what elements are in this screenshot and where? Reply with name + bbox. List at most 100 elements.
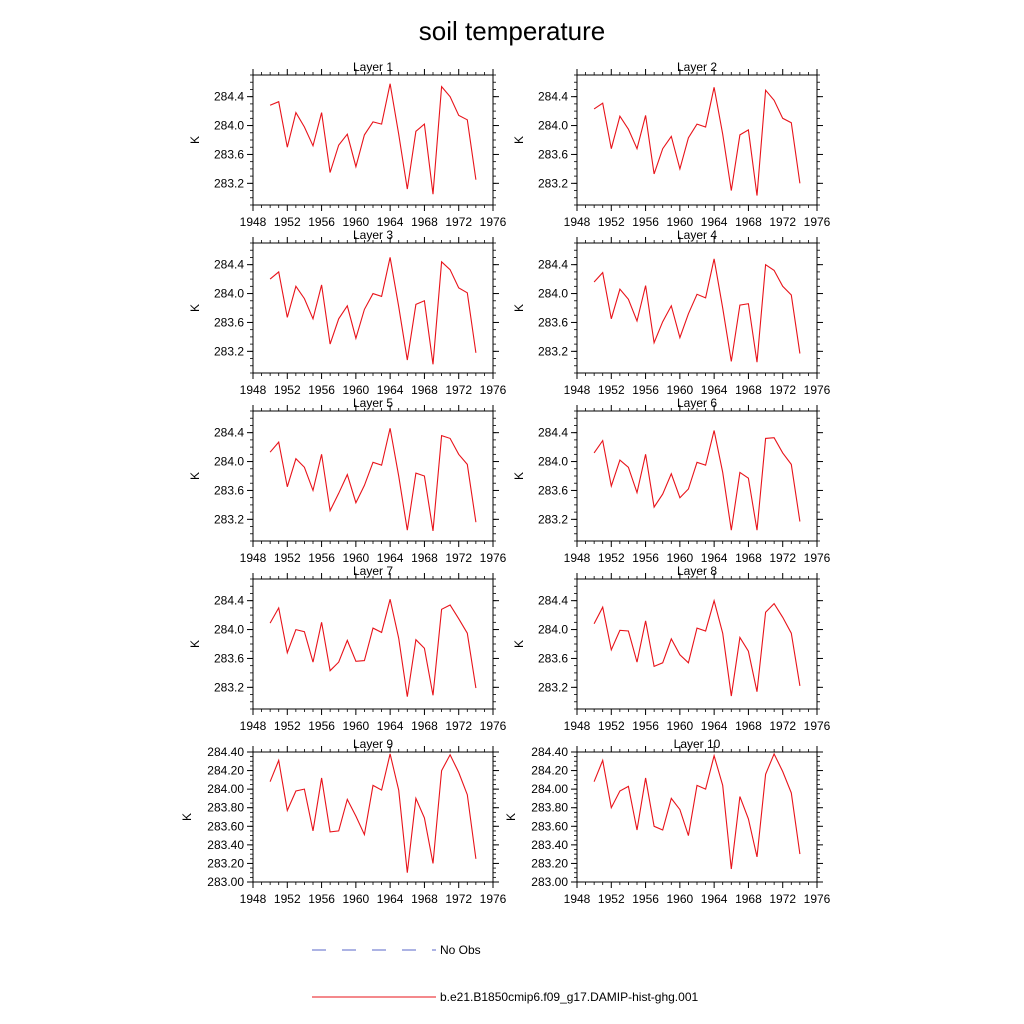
x-tick-label: 1952 [598, 892, 625, 906]
x-tick-label: 1956 [308, 892, 335, 906]
x-tick-label: 1968 [735, 215, 762, 229]
x-tick-label: 1960 [343, 383, 370, 397]
y-tick-label: 283.6 [538, 651, 568, 665]
y-axis-label: K [512, 472, 526, 480]
plot-frame [576, 242, 818, 374]
x-tick-label: 1964 [377, 551, 404, 565]
panel-title: Layer 1 [353, 60, 393, 74]
y-axis-label: K [512, 136, 526, 144]
y-tick-label: 283.80 [207, 801, 244, 815]
plot-frame [252, 242, 494, 374]
x-tick-label: 1972 [445, 892, 472, 906]
x-tick-label: 1972 [769, 383, 796, 397]
x-tick-label: 1968 [411, 383, 438, 397]
x-tick-label: 1976 [480, 892, 507, 906]
x-tick-label: 1972 [769, 719, 796, 733]
y-tick-label: 283.20 [207, 856, 244, 870]
panel-title: Layer 8 [677, 564, 717, 578]
x-tick-label: 1964 [377, 892, 404, 906]
panel-layer-10: Layer 10 K 283.00 283.20 283.40 283.60 283.80 2… [504, 737, 831, 906]
y-tick-label: 283.6 [214, 315, 244, 329]
y-tick-label: 283.80 [531, 801, 568, 815]
plot-frame [252, 751, 494, 883]
panel-title: Layer 4 [677, 228, 717, 242]
x-tick-label: 1956 [632, 383, 659, 397]
x-tick-label: 1972 [445, 215, 472, 229]
x-tick-label: 1960 [667, 551, 694, 565]
x-tick-label: 1968 [411, 892, 438, 906]
x-tick-label: 1964 [701, 383, 728, 397]
y-tick-label: 284.0 [538, 455, 568, 469]
panel-title: Layer 2 [677, 60, 717, 74]
series-line [269, 753, 477, 873]
x-tick-label: 1976 [804, 215, 831, 229]
x-tick-label: 1956 [632, 892, 659, 906]
y-axis-label: K [512, 304, 526, 312]
panel-layer-8: Layer 8 K 283.2 283.6 284.0 284.4 1948 1952 1956… [512, 564, 831, 733]
x-tick-label: 1964 [701, 551, 728, 565]
x-tick-label: 1976 [804, 892, 831, 906]
y-tick-label: 283.00 [531, 875, 568, 889]
x-tick-label: 1972 [445, 551, 472, 565]
plot-frame [576, 410, 818, 542]
y-tick-label: 284.4 [538, 594, 568, 608]
y-axis-label: K [512, 640, 526, 648]
y-tick-label: 283.2 [214, 176, 244, 190]
y-tick-label: 284.0 [538, 623, 568, 637]
y-axis-label: K [188, 640, 202, 648]
x-tick-label: 1964 [701, 892, 728, 906]
x-tick-label: 1948 [240, 215, 267, 229]
y-tick-label: 283.60 [207, 819, 244, 833]
y-axis-label: K [188, 136, 202, 144]
x-tick-label: 1948 [564, 383, 591, 397]
y-tick-label: 283.2 [214, 344, 244, 358]
legend: No Obs b.e21.B1850cmip6.f09_g17.DAMIP-his… [312, 943, 698, 1004]
x-tick-label: 1948 [240, 551, 267, 565]
y-tick-label: 284.0 [214, 119, 244, 133]
x-tick-label: 1948 [240, 892, 267, 906]
panel-layer-1: Layer 1 K 283.2 283.6 284.0 284.4 1948 1952 1956… [188, 60, 507, 229]
x-tick-label: 1960 [667, 215, 694, 229]
x-tick-label: 1976 [804, 383, 831, 397]
y-tick-label: 284.4 [214, 594, 244, 608]
panel-title: Layer 7 [353, 564, 393, 578]
x-tick-label: 1972 [769, 215, 796, 229]
x-tick-label: 1960 [667, 383, 694, 397]
panel-layer-7: Layer 7 K 283.2 283.6 284.0 284.4 1948 1952 1956… [188, 564, 507, 733]
y-axis-label: K [504, 813, 518, 821]
y-axis-label: K [180, 813, 194, 821]
series-line [269, 257, 477, 365]
panel-layer-2: Layer 2 K 283.2 283.6 284.0 284.4 1948 1952 1956… [512, 60, 831, 229]
x-tick-label: 1956 [632, 551, 659, 565]
y-tick-label: 284.4 [214, 426, 244, 440]
x-tick-label: 1972 [769, 551, 796, 565]
legend-item-2: b.e21.B1850cmip6.f09_g17.DAMIP-hist-ghg.… [312, 990, 698, 1004]
plot-frame [576, 578, 818, 710]
x-tick-label: 1960 [667, 892, 694, 906]
panel-layer-9: Layer 9 K 283.00 283.20 283.40 283.60 283.80 28… [180, 737, 507, 906]
x-tick-label: 1976 [480, 551, 507, 565]
series-line [593, 598, 801, 697]
x-tick-label: 1952 [598, 719, 625, 733]
x-tick-label: 1952 [274, 551, 301, 565]
x-tick-label: 1964 [377, 383, 404, 397]
y-axis-label: K [188, 304, 202, 312]
y-tick-label: 284.4 [538, 426, 568, 440]
x-tick-label: 1976 [480, 719, 507, 733]
x-tick-label: 1956 [308, 215, 335, 229]
panel-layer-6: Layer 6 K 283.2 283.6 284.0 284.4 1948 1952 1956… [512, 396, 831, 565]
x-tick-label: 1952 [274, 719, 301, 733]
y-tick-label: 283.2 [214, 512, 244, 526]
x-tick-label: 1972 [769, 892, 796, 906]
y-tick-label: 283.2 [538, 344, 568, 358]
y-tick-label: 283.6 [538, 315, 568, 329]
x-tick-label: 1952 [274, 892, 301, 906]
y-tick-label: 283.20 [531, 856, 568, 870]
x-tick-label: 1948 [564, 551, 591, 565]
y-tick-label: 284.0 [538, 287, 568, 301]
x-tick-label: 1968 [735, 551, 762, 565]
y-tick-label: 284.4 [214, 258, 244, 272]
y-tick-label: 284.00 [531, 782, 568, 796]
x-tick-label: 1964 [701, 215, 728, 229]
y-tick-label: 284.4 [538, 90, 568, 104]
